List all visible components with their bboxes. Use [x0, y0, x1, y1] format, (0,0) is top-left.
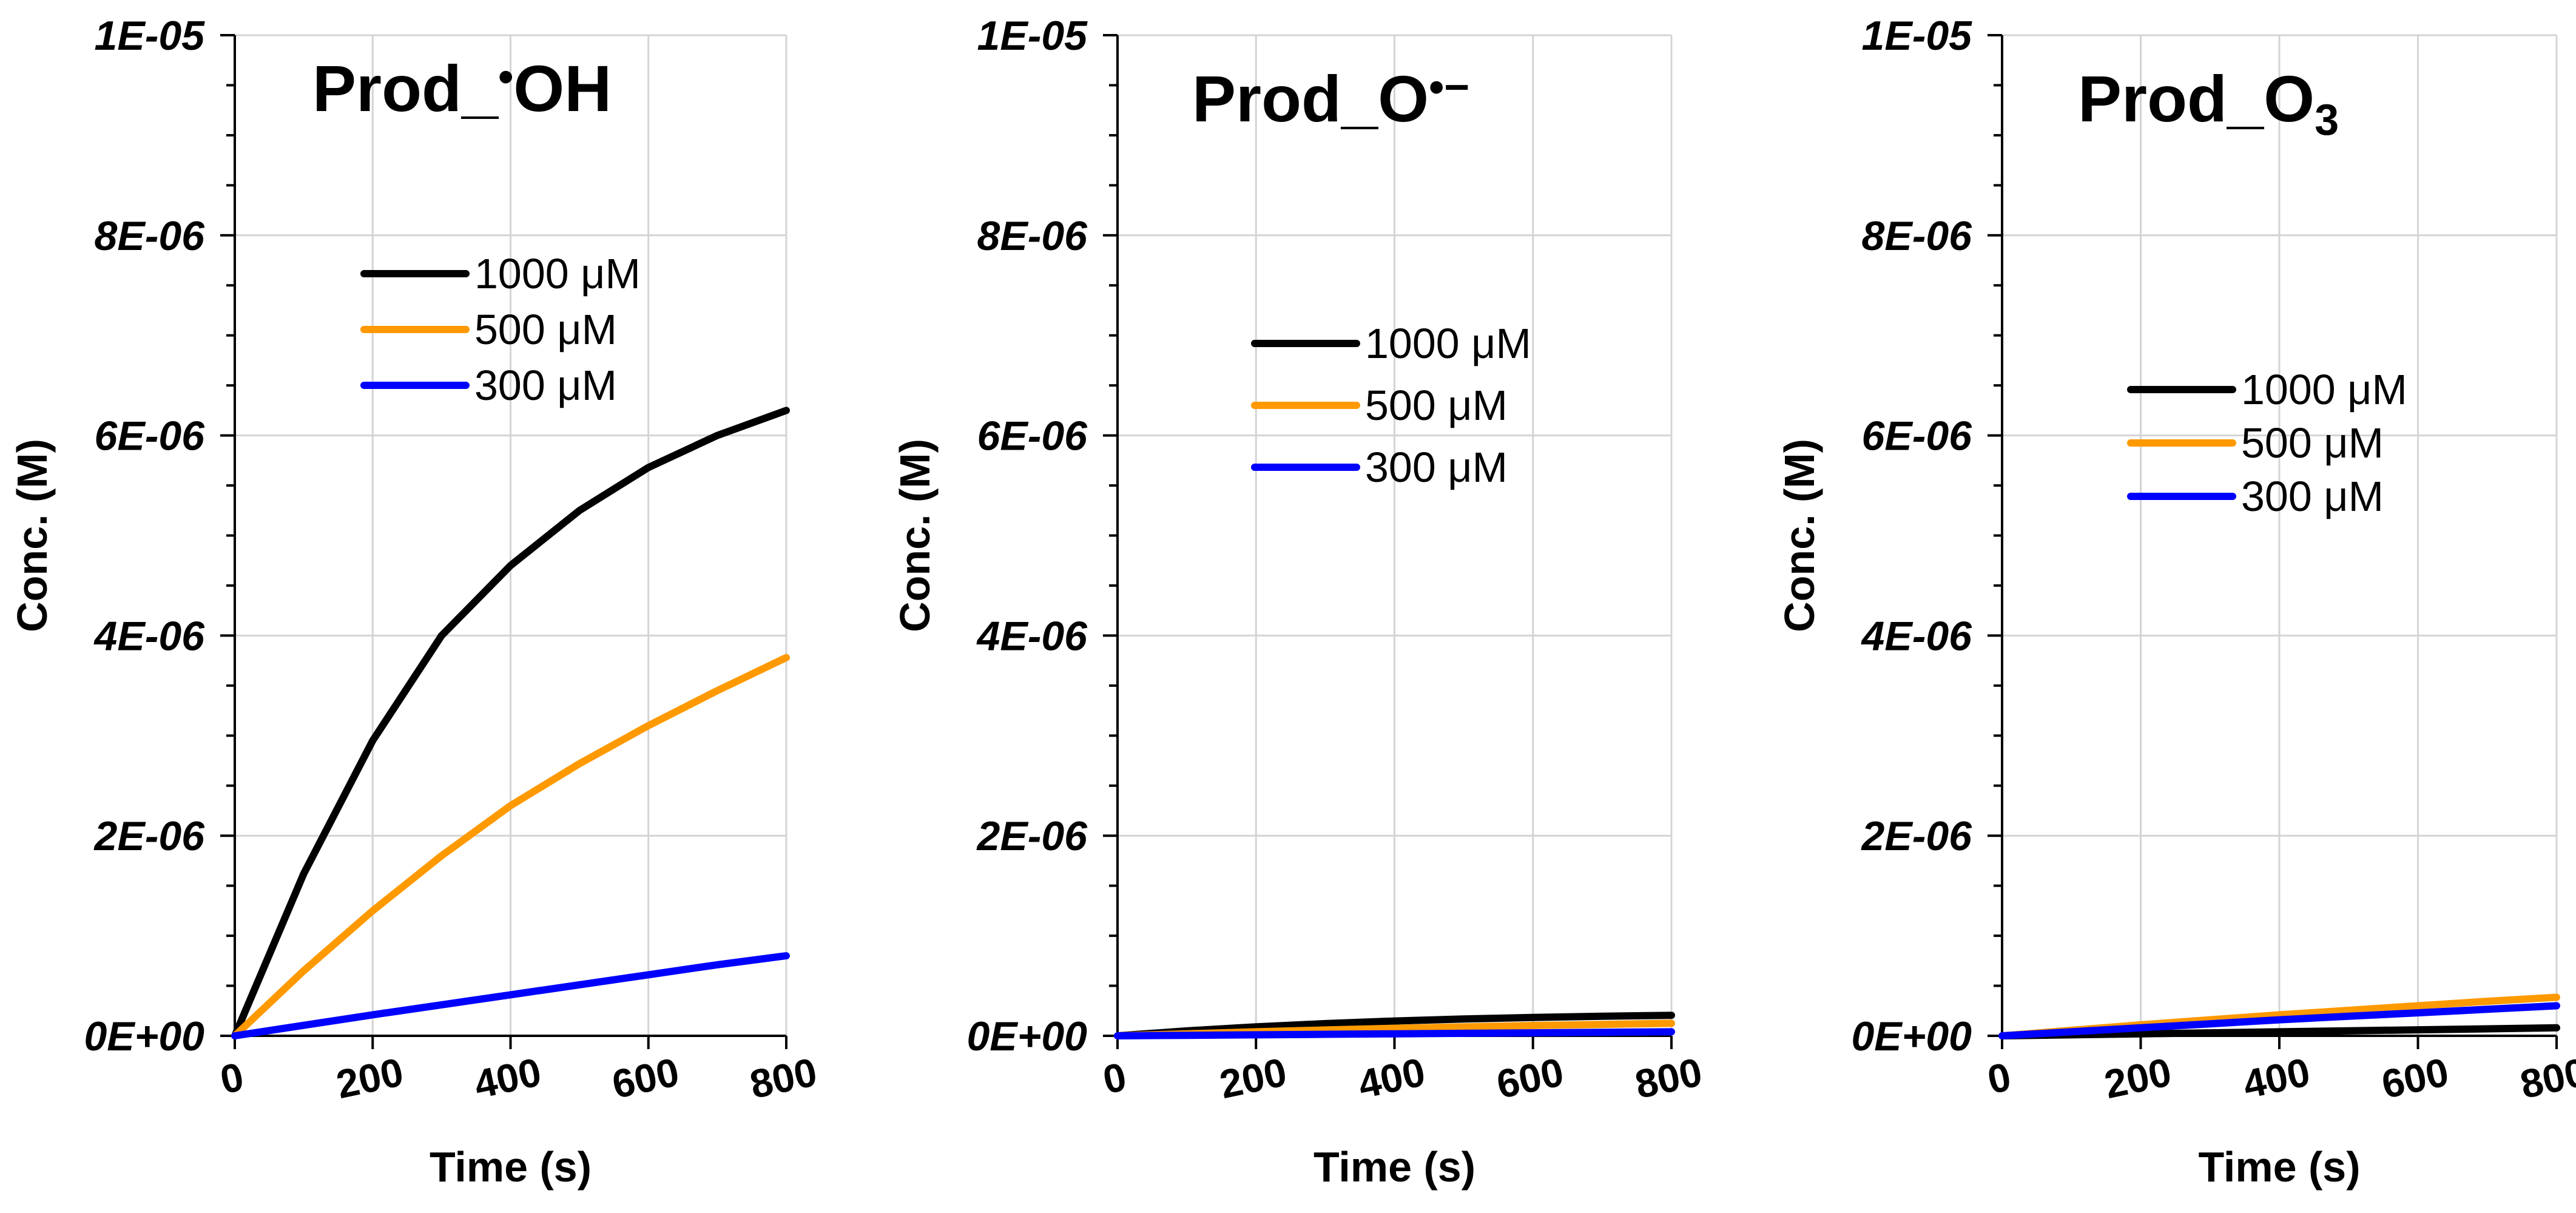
y-tick-label: 8E-06 — [95, 213, 206, 259]
chart-title: Prod_O•− — [1192, 62, 1469, 135]
chart-panel-1: 0E+00 2E-06 4E-06 6E-06 8E-06 1E-05 0 200 400 600… — [8, 13, 821, 1191]
y-tick-label: 2E-06 — [1861, 813, 1973, 859]
legend: 1000 μM 500 μM 300 μM — [1251, 320, 1531, 491]
y-axis-label: Conc. (M) — [1776, 439, 1823, 632]
y-tick-label: 0E+00 — [1851, 1013, 1972, 1059]
x-tick-label: 200 — [2100, 1049, 2175, 1107]
title-text: Prod_O — [1192, 62, 1429, 135]
legend: 1000 μM 500 μM 300 μM — [2127, 366, 2407, 520]
legend-label: 300 μM — [1365, 444, 1508, 491]
y-tick-label: 0E+00 — [966, 1013, 1087, 1059]
x-tick-label: 0 — [1099, 1053, 1130, 1102]
x-tick-label: 400 — [1354, 1049, 1429, 1107]
chart-panel-2: 0E+00 2E-06 4E-06 6E-06 8E-06 1E-05 0 200 400 600… — [891, 13, 1706, 1191]
x-tick-label: 200 — [1216, 1049, 1290, 1107]
x-axis-label: Time (s) — [1313, 1143, 1475, 1191]
legend-label: 1000 μM — [1365, 320, 1531, 367]
x-tick-label: 400 — [470, 1049, 545, 1107]
y-tick-label: 1E-05 — [977, 13, 1088, 59]
x-tick-label: 200 — [332, 1049, 407, 1107]
y-tick-label: 4E-06 — [976, 613, 1088, 659]
legend-label: 500 μM — [1365, 382, 1508, 429]
x-axis-label: Time (s) — [2198, 1143, 2360, 1191]
x-tick-label: 400 — [2239, 1049, 2314, 1107]
title-text: Prod_O — [2078, 62, 2315, 135]
series-line-1 — [231, 407, 790, 1039]
x-tick-label: 800 — [1631, 1049, 1706, 1107]
y-tick-label: 2E-06 — [93, 813, 206, 859]
y-tick-label: 6E-06 — [1862, 413, 1973, 459]
x-tick-label: 0 — [1984, 1053, 2015, 1102]
chart-title: Prod_O3 — [2078, 62, 2339, 144]
y-tick-label: 8E-06 — [977, 213, 1088, 259]
chart-title: Prod_•OH — [312, 52, 612, 125]
y-tick-label: 8E-06 — [1862, 213, 1973, 259]
legend: 1000 μM 500 μM 300 μM — [360, 250, 641, 409]
y-axis-label: Conc. (M) — [891, 439, 939, 632]
y-tick-label: 6E-06 — [977, 413, 1088, 459]
y-tick-label: 2E-06 — [976, 813, 1088, 859]
x-tick-label: 800 — [2517, 1049, 2576, 1107]
x-tick-label: 0 — [217, 1053, 248, 1102]
legend-label: 1000 μM — [2241, 366, 2407, 413]
legend-label: 500 μM — [2241, 419, 2384, 467]
y-tick-label: 4E-06 — [93, 613, 206, 659]
y-tick-label: 1E-05 — [95, 13, 206, 59]
x-axis-label: Time (s) — [430, 1143, 592, 1191]
y-tick-label: 4E-06 — [1861, 613, 1973, 659]
legend-label: 1000 μM — [474, 250, 641, 297]
title-text: Prod_ — [312, 52, 499, 125]
legend-label: 300 μM — [474, 362, 617, 409]
title-superscript: • — [498, 53, 513, 101]
y-tick-label: 0E+00 — [84, 1013, 204, 1059]
legend-label: 300 μM — [2241, 473, 2384, 520]
x-tick-label: 600 — [608, 1049, 683, 1107]
series-line-3 — [1114, 1028, 1675, 1039]
title-text-main: OH — [513, 52, 612, 125]
series-line-3 — [1998, 1002, 2560, 1039]
x-tick-label: 800 — [746, 1049, 821, 1107]
y-axis-label: Conc. (M) — [8, 439, 56, 632]
series-line-3 — [231, 952, 790, 1039]
series-line-1 — [1998, 1024, 2560, 1039]
legend-label: 500 μM — [474, 306, 617, 353]
series-line-2 — [231, 654, 790, 1039]
y-tick-label: 6E-06 — [95, 413, 206, 459]
x-tick-label: 600 — [2378, 1049, 2452, 1107]
y-tick-label: 1E-05 — [1862, 13, 1973, 59]
chart-panel-3: 0E+00 2E-06 4E-06 6E-06 8E-06 1E-05 0 200 400 600… — [1776, 13, 2576, 1191]
x-tick-label: 600 — [1492, 1049, 1567, 1107]
title-subscript: 3 — [2315, 96, 2339, 144]
title-superscript: •− — [1429, 63, 1469, 112]
